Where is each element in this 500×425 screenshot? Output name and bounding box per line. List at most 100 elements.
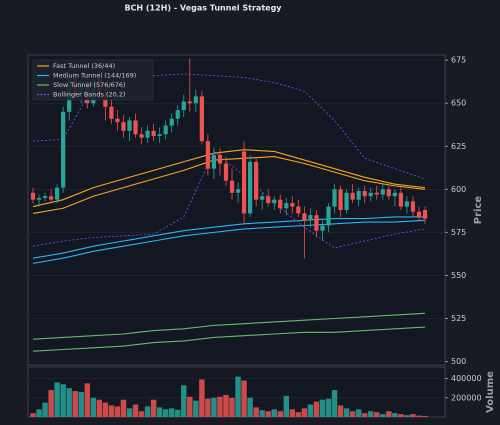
candle-body xyxy=(344,192,349,210)
candle-body xyxy=(181,101,186,111)
volume-bar xyxy=(416,415,422,417)
volume-bar xyxy=(36,409,42,417)
volume-bar xyxy=(398,414,404,417)
candle-body xyxy=(380,189,385,195)
volume-bar xyxy=(60,384,66,417)
candle-body xyxy=(145,130,150,138)
volume-bar xyxy=(138,411,145,417)
candle-body xyxy=(217,154,223,164)
candle-body xyxy=(121,122,126,131)
y-axis-label: Price xyxy=(473,196,484,225)
y-tick-label: 600 xyxy=(451,185,466,194)
volume-bar xyxy=(84,383,90,417)
candle-body xyxy=(163,125,168,135)
volume-bar xyxy=(126,408,133,417)
volume-bar xyxy=(259,410,265,417)
legend-label: Medium Tunnel (144/169) xyxy=(53,72,136,80)
y-tick-label: 575 xyxy=(451,228,466,237)
volume-bar xyxy=(277,411,283,417)
volume-bar xyxy=(271,409,277,417)
volume-bar xyxy=(253,407,259,417)
tunnel-line xyxy=(32,312,426,340)
candle-body xyxy=(410,201,416,212)
volume-bar xyxy=(168,408,175,417)
volume-bar xyxy=(368,411,374,417)
legend-box xyxy=(32,59,154,101)
y-tick-label: 675 xyxy=(451,56,466,65)
volume-bar xyxy=(235,376,241,417)
volume-bar xyxy=(422,416,428,417)
volume-bar xyxy=(223,394,229,417)
volume-bar xyxy=(199,379,205,417)
volume-bar xyxy=(120,399,127,417)
volume-bar xyxy=(313,401,320,417)
legend-label: Fast Tunnel (36/44) xyxy=(53,62,115,70)
volume-bar xyxy=(42,402,48,417)
volume-bar xyxy=(193,400,199,417)
candle-body xyxy=(30,192,36,200)
candle-body xyxy=(55,187,60,200)
candle-body xyxy=(133,120,138,135)
volume-bar xyxy=(307,404,314,417)
candle-body xyxy=(302,213,307,221)
candle-body xyxy=(308,215,313,221)
candle-body xyxy=(404,201,410,207)
volume-bar xyxy=(162,409,169,417)
legend: Fast Tunnel (36/44) Medium Tunnel (144/16… xyxy=(32,59,154,101)
candle-body xyxy=(205,141,211,169)
volume-bar xyxy=(90,397,97,417)
volume-bar xyxy=(337,405,344,417)
volume-bar xyxy=(361,413,368,417)
volume-bar xyxy=(241,380,247,417)
candle-body xyxy=(151,130,156,136)
candle-body xyxy=(127,120,132,131)
volume-bar xyxy=(78,392,84,417)
volume-bar xyxy=(331,390,338,417)
volume-bar xyxy=(283,395,290,417)
volume-bar xyxy=(349,411,356,417)
volume-bar xyxy=(247,397,253,417)
candle-body xyxy=(386,189,391,197)
candle-body xyxy=(422,210,428,219)
legend-label: Slow Tunnel (576/676) xyxy=(53,81,126,89)
candle-body xyxy=(229,180,235,193)
candle-body xyxy=(362,191,367,197)
candle-body xyxy=(260,196,265,200)
tunnel-line xyxy=(32,149,426,208)
volume-bar xyxy=(175,409,181,417)
candle-body xyxy=(115,118,120,123)
volume-bar xyxy=(96,399,103,417)
tunnel-line xyxy=(32,219,426,264)
volume-bar xyxy=(205,398,211,417)
y-tick-label: 625 xyxy=(451,142,466,151)
volume-bar xyxy=(108,405,115,417)
volume-bar xyxy=(325,398,332,417)
candle-body xyxy=(416,211,422,217)
y-tick-label: 550 xyxy=(451,271,466,280)
volume-bar xyxy=(355,409,362,417)
tunnel-line xyxy=(32,150,426,249)
chart-title: BCH (12H) - Vegas Tunnel Strategy xyxy=(124,4,282,13)
volume-bar xyxy=(54,382,60,417)
volume-bar xyxy=(265,411,271,417)
volume-bar xyxy=(404,415,410,417)
volume-bar xyxy=(150,399,157,417)
volume-bar xyxy=(319,399,326,417)
volume-bar xyxy=(132,404,139,417)
volume-bar xyxy=(301,408,308,417)
volume-bar xyxy=(374,412,380,417)
y-tick-label: 500 xyxy=(451,357,466,366)
candle-body xyxy=(175,110,180,119)
candle-body xyxy=(109,106,114,119)
y-tick-label: 400000 xyxy=(451,374,482,383)
tunnel-line xyxy=(32,326,426,352)
volume-bar xyxy=(187,396,193,417)
candle-body xyxy=(374,192,379,195)
candle-body xyxy=(199,96,204,142)
volume-bar xyxy=(181,385,187,417)
y-tick-label: 525 xyxy=(451,314,466,323)
candle-body xyxy=(169,118,174,126)
candle-body xyxy=(187,101,192,104)
candle-body xyxy=(266,196,271,204)
